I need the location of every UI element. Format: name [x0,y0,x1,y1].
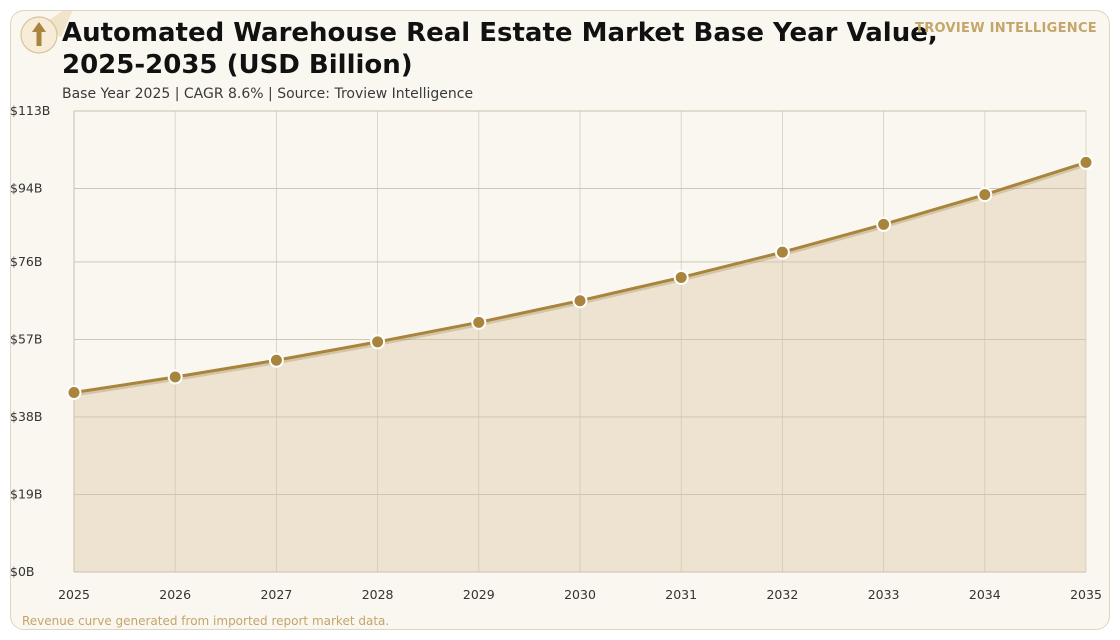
y-tick-label: $0B [10,564,34,579]
data-point [774,244,790,260]
x-tick-label: 2033 [868,587,900,602]
data-point [66,384,82,400]
y-tick-label: $113B [10,103,50,118]
logo-icon [20,16,58,54]
data-point [876,216,892,232]
arrow-up-icon [36,31,42,46]
x-tick-label: 2028 [362,587,394,602]
title-line-2: 2025-2035 (USD Billion) [62,50,413,80]
data-point [167,369,183,385]
x-tick-label: 2025 [58,587,90,602]
x-tick-label: 2029 [463,587,495,602]
y-tick-label: $94B [10,181,42,196]
x-tick-label: 2026 [159,587,191,602]
data-point [268,352,284,368]
data-point [977,187,993,203]
y-tick-label: $19B [10,486,42,501]
y-tick-label: $38B [10,409,42,424]
data-point [370,334,386,350]
page-title: Automated Warehouse Real Estate Market B… [62,17,962,81]
x-tick-label: 2032 [766,587,798,602]
data-point [1078,154,1094,170]
x-tick-label: 2030 [564,587,596,602]
data-point [572,293,588,309]
x-tick-label: 2034 [969,587,1001,602]
x-tick-label: 2027 [260,587,292,602]
x-tick-label: 2031 [665,587,697,602]
data-point [673,269,689,285]
footnote: Revenue curve generated from imported re… [22,614,390,628]
brand-label: TROVIEW INTELLIGENCE [915,21,1097,36]
y-tick-label: $76B [10,254,42,269]
title-line-1: Automated Warehouse Real Estate Market B… [62,18,938,48]
x-tick-label: 2035 [1070,587,1102,602]
y-tick-label: $57B [10,331,42,346]
data-point [471,314,487,330]
chart-subtitle: Base Year 2025 | CAGR 8.6% | Source: Tro… [62,86,474,102]
